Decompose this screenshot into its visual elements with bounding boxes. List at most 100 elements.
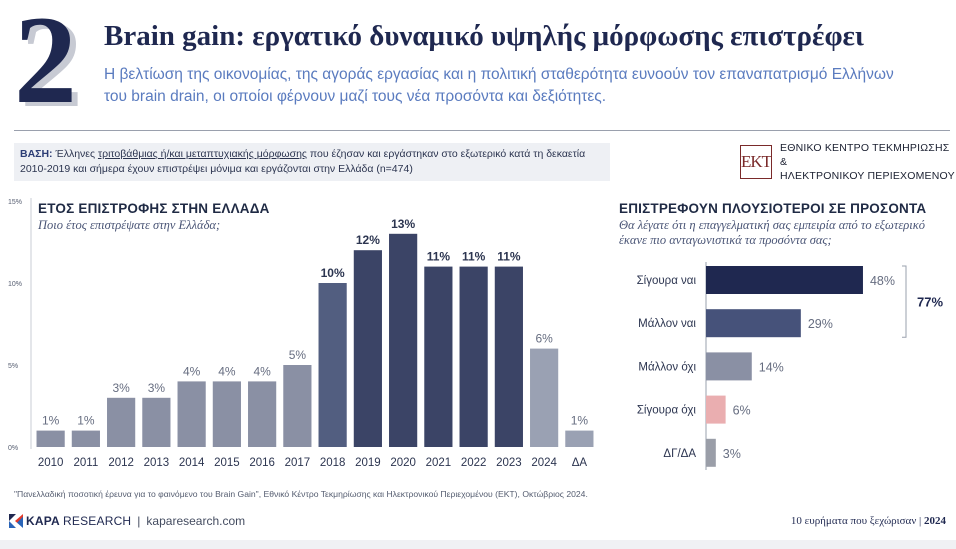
- skills-chart-question: Θα λέγατε ότι η επαγγελματική σας εμπειρ…: [619, 218, 925, 247]
- year-chart-data-label: 1%: [571, 414, 589, 428]
- kapa-research-logo: KAPA RESEARCH | kaparesearch.com: [9, 514, 245, 528]
- year-chart-x-tick: 2024: [531, 457, 557, 469]
- year-chart-x-tick: 2021: [426, 457, 452, 469]
- skills-chart-data-label: 14%: [759, 360, 784, 374]
- year-chart-x-tick: 2014: [179, 457, 205, 469]
- year-chart-bar: [36, 430, 65, 447]
- year-chart-x-tick: 2017: [285, 457, 311, 469]
- footer-series-sep: |: [916, 515, 924, 527]
- page-title: Brain gain: εργατικό δυναμικό υψηλής μόρ…: [104, 20, 864, 52]
- year-chart-x-tick: 2012: [108, 457, 134, 469]
- year-chart-bar: [212, 381, 241, 447]
- year-chart-bar: [177, 381, 206, 447]
- year-chart-x-tick: ΔΑ: [572, 457, 588, 469]
- skills-chart-category: Μάλλον ναι: [638, 318, 696, 330]
- year-chart-bar: [142, 397, 171, 447]
- skills-chart-bar: [706, 266, 863, 294]
- base-text-2: που έζησαν και εργάστηκαν στο εξωτερικό …: [20, 148, 586, 175]
- skills-chart-bracket: [902, 265, 907, 338]
- year-chart-x-tick: 2016: [249, 457, 275, 469]
- year-chart-x-tick: 2018: [320, 457, 346, 469]
- footer-series-label: 10 ευρήματα που ξεχώρισαν | 2024: [791, 515, 946, 527]
- year-chart-data-label: 11%: [497, 250, 521, 264]
- kapa-brand-bold: KAPA: [26, 514, 60, 528]
- kapa-logo-icon: [9, 514, 23, 528]
- year-chart-bar: [389, 233, 418, 447]
- year-chart: 0% 5% 10% 15% 1% 2010 1% 2011 3% 2012 3% 2013 4% 2014…: [8, 198, 594, 469]
- ekt-name: ΕΘΝΙΚΟ ΚΕΝΤΡΟ ΤΕΚΜΗΡΙΩΣΗΣ & ΗΛΕΚΤΡΟΝΙΚΟΥ…: [780, 141, 956, 183]
- year-chart-y-tick: 10%: [8, 281, 22, 288]
- skills-chart-title: ΕΠΙΣΤΡΕΦΟΥΝ ΠΛΟΥΣΙΟΤΕΡΟΙ ΣΕ ΠΡΟΣΟΝΤΑ: [619, 201, 927, 216]
- skills-chart-data-label: 6%: [733, 404, 751, 418]
- year-chart-x-tick: 2015: [214, 457, 240, 469]
- year-chart-y-tick: 5%: [8, 363, 18, 370]
- year-chart-x-tick: 2022: [461, 457, 487, 469]
- year-chart-data-label: 12%: [356, 233, 380, 247]
- kapa-brand: KAPA RESEARCH: [26, 514, 131, 528]
- year-chart-bar: [283, 365, 312, 447]
- ekt-name-line1: ΕΘΝΙΚΟ ΚΕΝΤΡΟ ΤΕΚΜΗΡΙΩΣΗΣ &: [780, 142, 950, 168]
- skills-chart: Σίγουρα ναι 48% Μάλλον ναι 29% Μάλλον όχι 14%…: [637, 262, 943, 470]
- skills-chart-category: Μάλλον όχι: [638, 361, 696, 373]
- skills-chart-category: Σίγουρα όχι: [637, 405, 697, 417]
- year-chart-data-label: 3%: [112, 381, 130, 395]
- year-chart-bar: [318, 283, 347, 447]
- footer-separator: |: [137, 514, 141, 528]
- kapa-url-link[interactable]: kaparesearch.com: [146, 514, 246, 528]
- year-chart-title: ΕΤΟΣ ΕΠΙΣΤΡΟΦΗΣ ΣΤΗΝ ΕΛΛΑΔΑ: [38, 201, 270, 216]
- year-chart-data-label: 10%: [321, 266, 345, 280]
- year-chart-bar: [530, 348, 559, 447]
- section-number: 2 2: [14, 0, 102, 130]
- year-chart-bar: [565, 430, 594, 447]
- base-label: ΒΑΣΗ:: [20, 148, 53, 160]
- skills-chart-bar: [706, 395, 726, 424]
- skills-chart-bar: [706, 352, 752, 381]
- year-chart-question: Ποιο έτος επιστρέψατε στην Ελλάδα;: [38, 218, 221, 232]
- year-chart-data-label: 3%: [148, 381, 166, 395]
- section-number-front: 2: [14, 0, 77, 130]
- year-chart-data-label: 5%: [289, 348, 307, 362]
- page-subtitle: Η βελτίωση της οικονομίας, της αγοράς ερ…: [104, 66, 894, 105]
- base-text-1: Έλληνες: [52, 148, 98, 160]
- year-chart-data-label: 11%: [427, 250, 451, 264]
- skills-chart-category: ΔΓ/ΔΑ: [663, 448, 696, 460]
- year-chart-x-tick: 2019: [355, 457, 381, 469]
- year-chart-data-label: 4%: [218, 364, 236, 378]
- year-chart-bar: [353, 250, 382, 447]
- kapa-brand-rest: RESEARCH: [63, 514, 132, 528]
- year-chart-data-label: 6%: [535, 332, 553, 346]
- year-chart-x-tick: 2011: [74, 457, 99, 469]
- skills-chart-bar: [706, 438, 716, 467]
- skills-chart-category: Σίγουρα ναι: [637, 275, 697, 287]
- year-chart-y-tick: 0%: [8, 445, 18, 452]
- year-chart-x-tick: 2023: [496, 457, 522, 469]
- footer: KAPA RESEARCH | kaparesearch.com 10 ευρή…: [0, 506, 956, 536]
- year-chart-data-label: 11%: [462, 250, 486, 264]
- skills-chart-data-label: 29%: [808, 317, 833, 331]
- ekt-logo-block: EKT ΕΘΝΙΚΟ ΚΕΝΤΡΟ ΤΕΚΜΗΡΙΩΣΗΣ & ΗΛΕΚΤΡΟΝ…: [740, 141, 956, 183]
- header-divider: [14, 130, 950, 131]
- ekt-logo-mark: EKT: [740, 145, 772, 179]
- footer-year: 2024: [924, 515, 946, 527]
- bottom-strip: [0, 540, 956, 549]
- year-chart-data-label: 1%: [77, 414, 95, 428]
- year-chart-bar: [424, 266, 453, 447]
- year-chart-data-label: 13%: [391, 217, 415, 231]
- year-chart-x-tick: 2010: [38, 457, 64, 469]
- year-chart-bar: [494, 266, 523, 447]
- year-chart-bar: [107, 397, 136, 447]
- skills-chart-data-label: 3%: [723, 447, 741, 461]
- sample-base-note: ΒΑΣΗ: Έλληνες τριτοβάθμιας ή/και μεταπτυ…: [14, 143, 610, 181]
- year-chart-bar: [71, 430, 100, 447]
- skills-chart-data-label: 48%: [870, 274, 895, 288]
- year-chart-bar: [459, 266, 488, 447]
- skills-chart-total-label: 77%: [917, 295, 943, 310]
- year-chart-data-label: 4%: [183, 364, 201, 378]
- section-number-shadow: 2: [20, 0, 83, 134]
- base-text-underlined: τριτοβάθμιας ή/και μεταπτυχιακής μόρφωση…: [97, 148, 307, 160]
- year-chart-x-tick: 2020: [390, 457, 416, 469]
- year-chart-bar: [248, 381, 277, 447]
- footer-series-text: 10 ευρήματα που ξεχώρισαν: [790, 515, 917, 527]
- year-chart-y-tick: 15%: [8, 199, 22, 206]
